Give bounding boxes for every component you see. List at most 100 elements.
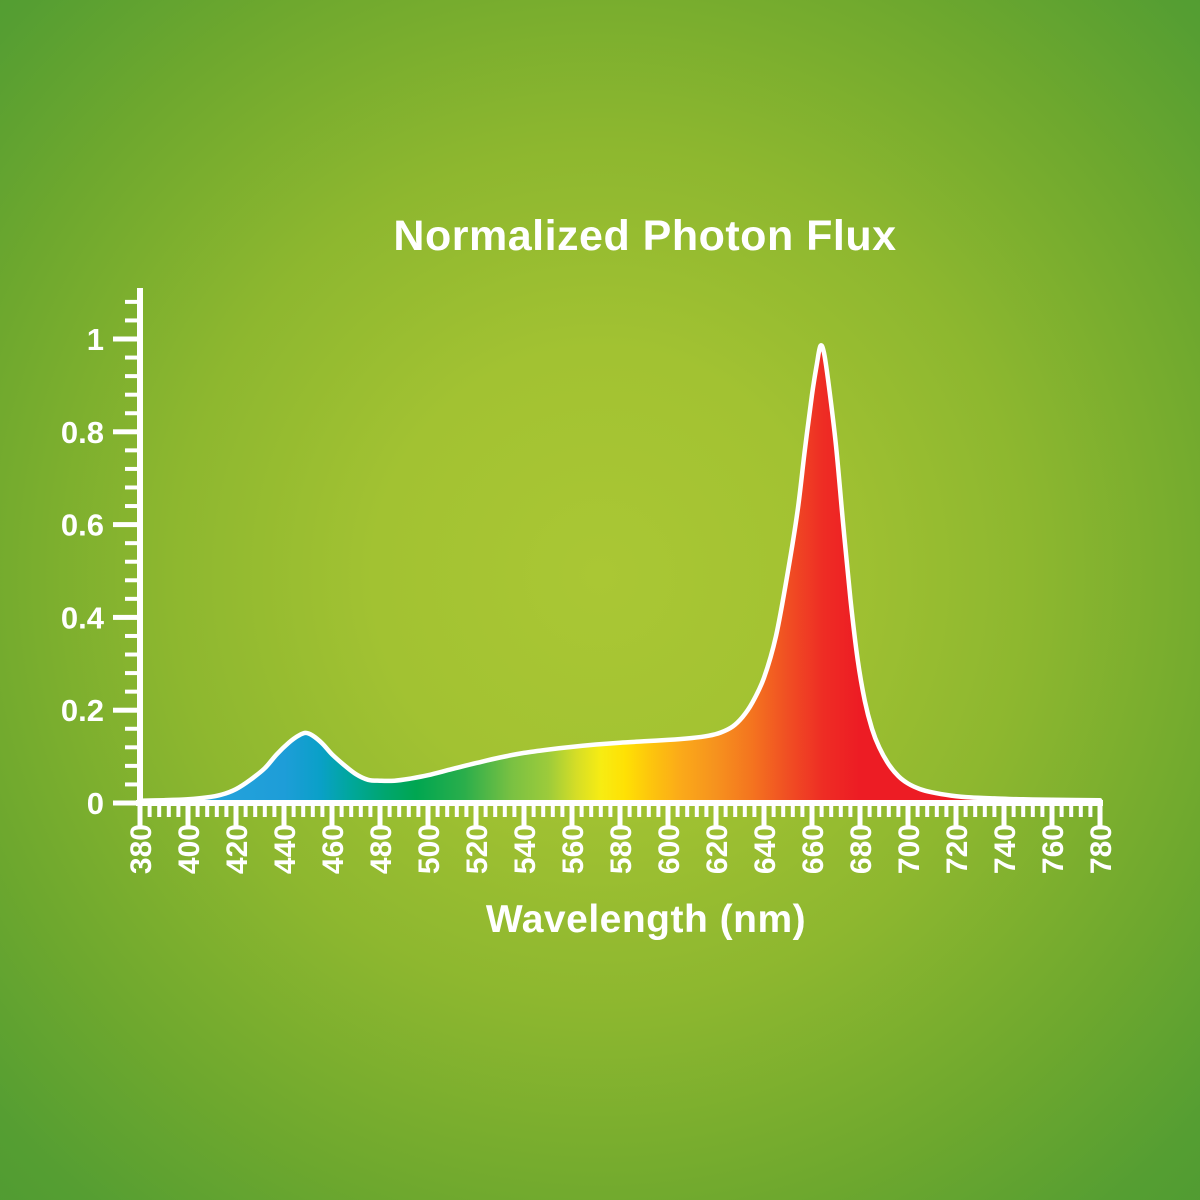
y-minor-tick <box>125 392 137 397</box>
y-minor-tick <box>125 782 137 787</box>
x-minor-tick <box>253 806 258 817</box>
x-tick-label: 500 <box>413 824 446 874</box>
x-minor-tick <box>1011 806 1016 817</box>
x-minor-tick <box>445 806 450 817</box>
y-minor-tick <box>125 596 137 601</box>
x-minor-tick <box>992 806 997 817</box>
x-minor-tick <box>915 806 920 817</box>
x-minor-tick <box>349 806 354 817</box>
x-minor-tick <box>742 806 747 817</box>
y-minor-tick <box>125 763 137 768</box>
x-major-tick <box>905 806 911 827</box>
x-minor-tick <box>502 806 507 817</box>
x-tick-label: 460 <box>317 824 350 874</box>
y-minor-tick <box>125 671 137 676</box>
x-minor-tick <box>934 806 939 817</box>
x-minor-tick <box>944 806 949 817</box>
y-tick-label: 1 <box>87 322 104 357</box>
x-major-tick <box>761 806 767 827</box>
x-minor-tick <box>733 806 738 817</box>
y-major-tick <box>113 429 137 435</box>
x-minor-tick <box>800 806 805 817</box>
x-minor-tick <box>982 806 987 817</box>
x-minor-tick <box>790 806 795 817</box>
x-minor-tick <box>1088 806 1093 817</box>
x-minor-tick <box>368 806 373 817</box>
y-minor-tick <box>125 652 137 657</box>
x-minor-tick <box>838 806 843 817</box>
y-minor-tick <box>125 726 137 731</box>
x-minor-tick <box>454 806 459 817</box>
x-minor-tick <box>589 806 594 817</box>
x-minor-tick <box>1030 806 1035 817</box>
y-minor-tick <box>125 448 137 453</box>
x-minor-tick <box>550 806 555 817</box>
x-minor-tick <box>925 806 930 817</box>
x-tick-label: 480 <box>365 824 398 874</box>
x-minor-tick <box>406 806 411 817</box>
x-minor-tick <box>1059 806 1064 817</box>
x-minor-tick <box>339 806 344 817</box>
y-tick-label: 0.2 <box>61 693 104 728</box>
x-minor-tick <box>358 806 363 817</box>
x-minor-tick <box>320 806 325 817</box>
x-major-tick <box>569 806 575 827</box>
x-major-tick <box>425 806 431 827</box>
x-minor-tick <box>176 806 181 817</box>
x-minor-tick <box>243 806 248 817</box>
x-major-tick <box>1001 806 1007 827</box>
y-minor-tick <box>125 466 137 471</box>
y-minor-tick <box>125 559 137 564</box>
x-major-tick <box>233 806 239 827</box>
y-major-tick <box>113 707 137 713</box>
x-major-tick <box>377 806 383 827</box>
x-minor-tick <box>704 806 709 817</box>
x-minor-tick <box>464 806 469 817</box>
chart-title: Normalized Photon Flux <box>393 212 897 260</box>
x-minor-tick <box>493 806 498 817</box>
x-minor-tick <box>483 806 488 817</box>
x-tick-label: 720 <box>941 824 974 874</box>
y-minor-tick <box>125 633 137 638</box>
x-tick-label: 700 <box>893 824 926 874</box>
x-major-tick <box>809 806 815 827</box>
x-minor-tick <box>387 806 392 817</box>
x-minor-tick <box>560 806 565 817</box>
x-minor-tick <box>435 806 440 817</box>
x-major-tick <box>713 806 719 827</box>
x-axis-line <box>136 800 1103 806</box>
y-minor-tick <box>125 504 137 509</box>
x-minor-tick <box>1078 806 1083 817</box>
x-minor-tick <box>262 806 267 817</box>
x-major-tick <box>473 806 479 827</box>
x-minor-tick <box>397 806 402 817</box>
x-major-tick <box>665 806 671 827</box>
x-minor-tick <box>608 806 613 817</box>
y-minor-tick <box>125 374 137 379</box>
x-minor-tick <box>771 806 776 817</box>
x-minor-tick <box>829 806 834 817</box>
y-minor-tick <box>125 689 137 694</box>
x-minor-tick <box>195 806 200 817</box>
x-minor-tick <box>1069 806 1074 817</box>
x-minor-tick <box>541 806 546 817</box>
x-minor-tick <box>963 806 968 817</box>
x-major-tick <box>185 806 191 827</box>
y-minor-tick <box>125 485 137 490</box>
x-minor-tick <box>973 806 978 817</box>
x-minor-tick <box>886 806 891 817</box>
x-major-tick <box>137 806 143 827</box>
x-tick-label: 580 <box>605 824 638 874</box>
spectrum-curve <box>137 343 1103 803</box>
x-minor-tick <box>147 806 152 817</box>
y-tick-label: 0.8 <box>61 415 104 450</box>
x-minor-tick <box>723 806 728 817</box>
x-minor-tick <box>301 806 306 817</box>
x-major-tick <box>1097 806 1103 827</box>
y-major-tick <box>113 336 137 342</box>
y-minor-tick <box>125 355 137 360</box>
y-minor-tick <box>125 411 137 416</box>
x-minor-tick <box>627 806 632 817</box>
